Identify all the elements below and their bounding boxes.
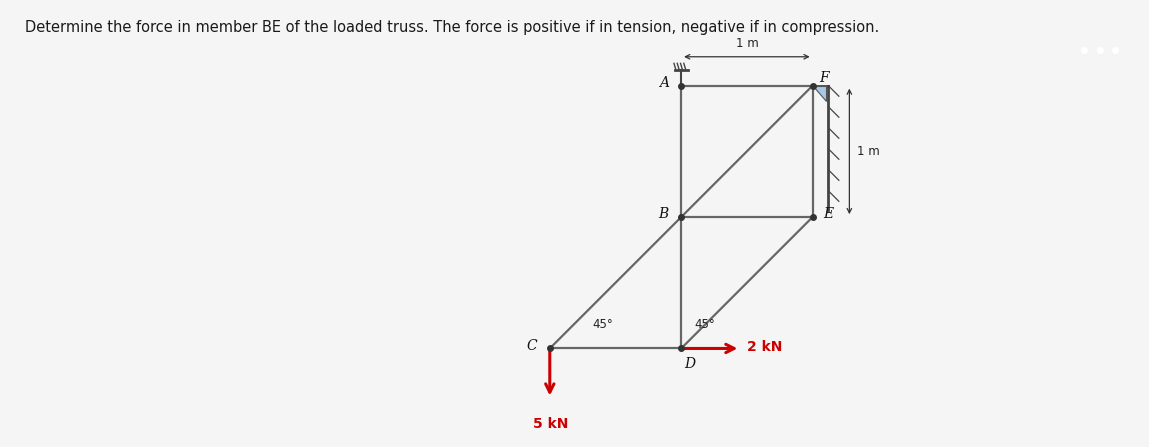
Text: E: E <box>823 207 833 221</box>
Text: D: D <box>684 357 695 371</box>
Text: F: F <box>819 71 828 85</box>
Text: 5 kN: 5 kN <box>533 417 569 431</box>
Text: C: C <box>526 339 537 353</box>
Text: 45°: 45° <box>592 318 612 331</box>
Polygon shape <box>812 86 826 101</box>
Text: A: A <box>660 76 670 90</box>
Text: B: B <box>657 207 668 221</box>
Text: Determine the force in member BE of the loaded truss. The force is positive if i: Determine the force in member BE of the … <box>25 20 879 35</box>
Text: 1 m: 1 m <box>735 37 758 50</box>
Text: 1 m: 1 m <box>857 145 880 158</box>
Text: 45°: 45° <box>694 318 715 331</box>
Text: 2 kN: 2 kN <box>747 340 782 354</box>
